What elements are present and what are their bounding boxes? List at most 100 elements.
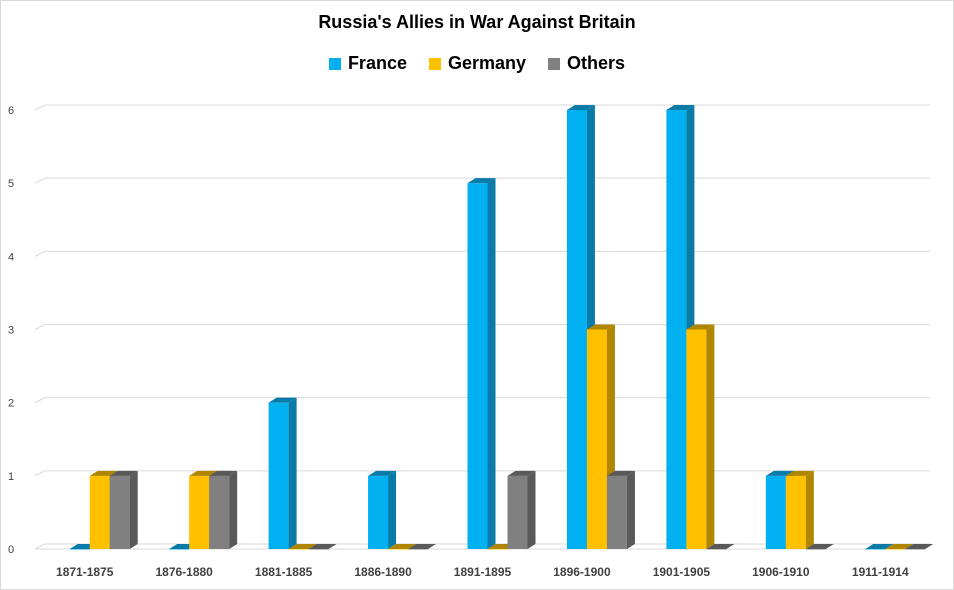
bar-top-others	[109, 470, 138, 476]
bar-side-france	[388, 470, 397, 549]
legend-item-france: France	[328, 53, 407, 74]
bar-front-germany	[586, 329, 607, 549]
bar-top-france	[268, 397, 297, 403]
bar-front-france	[666, 110, 687, 549]
gridline-diagonal	[34, 543, 46, 550]
x-tick-label: 1881-1885	[255, 565, 313, 579]
y-tick-label: 4	[8, 251, 14, 263]
bar-front-germany	[785, 475, 806, 549]
bar-top-germany	[89, 470, 118, 476]
bar-top-france	[566, 105, 595, 110]
bar-front-others	[209, 475, 230, 549]
bar-front-germany	[885, 549, 906, 550]
bar-top-france	[765, 470, 794, 476]
legend-label-germany: Germany	[447, 53, 527, 73]
bar-top-germany	[785, 470, 814, 476]
bar-germany-1906-1910	[785, 470, 814, 549]
bar-top-others	[606, 470, 635, 476]
bar-front-france	[865, 549, 886, 550]
bar-front-others	[408, 549, 429, 550]
bar-front-others	[606, 475, 627, 549]
bar-others-1886-1890	[408, 544, 437, 550]
bar-france-1891-1895	[467, 178, 496, 549]
bar-front-france	[467, 183, 488, 549]
bar-side-others	[626, 470, 635, 549]
bar-side-others	[527, 470, 536, 549]
x-tick-label: 1891-1895	[454, 565, 512, 579]
chart-legend: France Germany Others	[0, 53, 954, 74]
bar-others-1911-1914	[905, 544, 934, 550]
legend-swatch-others	[548, 57, 561, 70]
bar-top-france	[666, 105, 695, 110]
gridline-diagonal	[34, 177, 46, 184]
bar-france-1886-1890	[368, 470, 397, 549]
bar-germany-1911-1914	[885, 544, 914, 550]
bar-germany-1886-1890	[388, 544, 417, 550]
bar-front-france	[169, 549, 190, 550]
bar-top-others	[308, 544, 337, 549]
bar-front-france	[765, 475, 786, 549]
bar-front-germany	[189, 475, 210, 549]
x-tick-label: 1876-1880	[155, 565, 213, 579]
y-tick-label: 2	[8, 398, 14, 410]
bar-front-france	[566, 110, 587, 549]
bar-front-germany	[487, 549, 508, 550]
y-tick-label: 5	[8, 178, 14, 190]
x-tick-label: 1911-1914	[852, 565, 909, 579]
x-tick-label: 1901-1905	[653, 565, 711, 579]
bar-side-others	[129, 470, 138, 549]
y-tick-label: 0	[8, 544, 14, 556]
bar-others-1906-1910	[805, 544, 834, 550]
bar-france-1911-1914	[865, 544, 894, 550]
bar-front-germany	[686, 329, 707, 549]
bar-others-1901-1905	[706, 544, 735, 550]
legend-swatch-germany	[428, 57, 441, 70]
bar-top-france	[467, 178, 496, 184]
bar-others-1881-1885	[308, 544, 337, 550]
bar-others-1871-1875	[109, 470, 138, 549]
y-tick-label: 6	[8, 105, 14, 117]
bar-france-1881-1885	[268, 397, 297, 549]
bar-front-france	[69, 549, 90, 550]
bar-side-others	[229, 470, 238, 549]
bar-front-others	[109, 475, 130, 549]
bar-others-1876-1880	[209, 470, 238, 549]
chart-title: Russia's Allies in War Against Britain	[318, 12, 636, 32]
bar-top-germany	[288, 544, 317, 549]
bar-top-others	[805, 544, 834, 549]
bar-others-1891-1895	[507, 470, 536, 549]
legend-item-others: Others	[548, 53, 625, 74]
bar-side-france	[487, 178, 496, 549]
legend-item-germany: Germany	[428, 53, 527, 74]
bar-top-germany	[189, 470, 218, 476]
bar-front-france	[368, 475, 389, 549]
legend-label-others: Others	[567, 53, 626, 73]
bar-top-germany	[885, 544, 914, 549]
bar-germany-1901-1905	[686, 324, 715, 549]
y-tick-label: 3	[8, 325, 14, 337]
bar-top-france	[368, 470, 397, 476]
bar-front-others	[905, 549, 926, 550]
bar-top-others	[706, 544, 735, 549]
legend-swatch-france	[328, 57, 341, 70]
bar-side-germany	[805, 470, 814, 549]
bar-germany-1881-1885	[288, 544, 317, 550]
bar-front-others	[308, 549, 329, 550]
bar-side-france	[288, 397, 297, 549]
bar-side-germany	[706, 324, 715, 549]
bar-front-germany	[388, 549, 409, 550]
bar-front-others	[805, 549, 826, 550]
bar-top-france	[865, 544, 894, 549]
bar-front-france	[268, 402, 289, 549]
y-tick-label: 1	[8, 471, 14, 483]
bar-front-others	[706, 549, 727, 550]
bar-top-germany	[686, 324, 715, 330]
x-tick-label: 1896-1900	[553, 565, 611, 579]
gridline-diagonal	[34, 250, 46, 257]
x-tick-label: 1906-1910	[752, 565, 810, 579]
x-tick-label: 1886-1890	[354, 565, 412, 579]
legend-label-france: France	[347, 53, 407, 73]
bar-top-others	[209, 470, 238, 476]
bar-front-others	[507, 475, 528, 549]
